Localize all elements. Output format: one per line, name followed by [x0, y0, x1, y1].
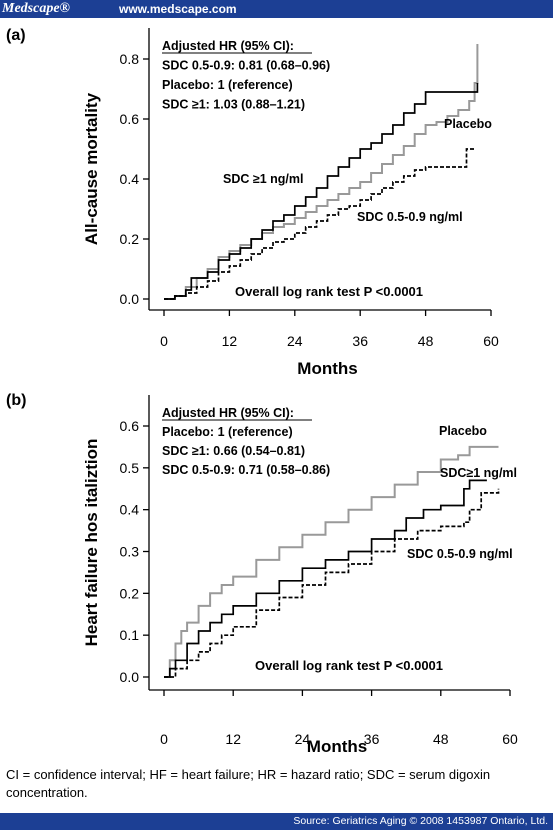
x-axis-title: Months: [307, 737, 367, 756]
y-axis-title: All-cause mortality: [82, 92, 101, 245]
legend-entry: SDC ≥1: 0.66 (0.54–0.81): [162, 444, 305, 458]
y-tick-label: 0.1: [120, 627, 140, 643]
panel-label: (a): [6, 27, 26, 44]
y-tick-label: 0.4: [120, 171, 140, 187]
y-axis-title: Heart failure hos italiztion: [82, 439, 101, 647]
x-tick-label: 48: [418, 333, 434, 349]
top-banner: Medscape® www.medscape.com: [0, 0, 553, 18]
x-tick-label: 12: [225, 731, 241, 747]
legend-entry: Placebo: 1 (reference): [162, 78, 293, 92]
legend-entry: Placebo: 1 (reference): [162, 425, 293, 439]
abbreviation-footnote: CI = confidence interval; HF = heart fai…: [6, 767, 491, 800]
y-tick-label: 0.6: [120, 111, 140, 127]
medscape-logo: Medscape®: [2, 1, 70, 16]
x-tick-label: 12: [222, 333, 238, 349]
y-tick-label: 0.2: [120, 585, 140, 601]
y-tick-label: 0.2: [120, 231, 140, 247]
series-line-0: [164, 445, 499, 678]
source-credit: Source: Geriatrics Aging © 2008 1453987 …: [293, 815, 548, 827]
x-tick-label: 36: [364, 731, 380, 747]
series-line-1: [164, 83, 479, 300]
x-tick-label: 0: [160, 731, 168, 747]
logrank-annotation: Overall log rank test P <0.0001: [235, 284, 423, 299]
series-line-0: [164, 44, 479, 300]
y-tick-label: 0.5: [120, 460, 140, 476]
series-label: SDC≥1 ng/ml: [440, 466, 517, 480]
bottom-banner: Source: Geriatrics Aging © 2008 1453987 …: [0, 813, 553, 830]
x-tick-label: 24: [287, 333, 303, 349]
figure-canvas: (a) 0.0 0.2 0.4 0.6 0.8 0 12 24 36 48 60 Months All-c…: [6, 27, 518, 756]
y-tick-label: 0.3: [120, 544, 140, 560]
legend-entry: SDC 0.5-0.9: 0.81 (0.68–0.96): [162, 59, 330, 73]
x-axis-title: Months: [297, 359, 357, 378]
legend-title: Adjusted HR (95% CI):: [162, 39, 294, 53]
x-tick-label: 60: [483, 333, 499, 349]
series-line-2: [164, 488, 500, 678]
series-label: SDC 0.5-0.9 ng/ml: [357, 210, 463, 224]
y-tick-label: 0.6: [120, 418, 140, 434]
logrank-annotation: Overall log rank test P <0.0001: [255, 658, 443, 673]
series-label: Placebo: [439, 424, 487, 438]
y-tick-label: 0.8: [120, 51, 140, 67]
x-tick-label: 48: [433, 731, 449, 747]
series-label: SDC 0.5-0.9 ng/ml: [407, 547, 513, 561]
x-tick-label: 36: [352, 333, 368, 349]
legend-title: Adjusted HR (95% CI):: [162, 406, 294, 420]
y-tick-label: 0.0: [120, 291, 140, 307]
site-url: www.medscape.com: [119, 2, 237, 16]
legend-entry: SDC 0.5-0.9: 0.71 (0.58–0.86): [162, 463, 330, 477]
y-tick-label: 0.0: [120, 669, 140, 685]
series-line-2: [164, 148, 475, 300]
panel-label: (b): [6, 392, 26, 409]
x-tick-label: 0: [160, 333, 168, 349]
y-tick-label: 0.4: [120, 502, 140, 518]
series-line-1: [164, 479, 487, 678]
series-label: Placebo: [444, 117, 492, 131]
legend-entry: SDC ≥1: 1.03 (0.88–1.21): [162, 98, 305, 112]
x-tick-label: 24: [295, 731, 311, 747]
x-tick-label: 60: [502, 731, 518, 747]
series-label: SDC ≥1 ng/ml: [223, 172, 303, 186]
